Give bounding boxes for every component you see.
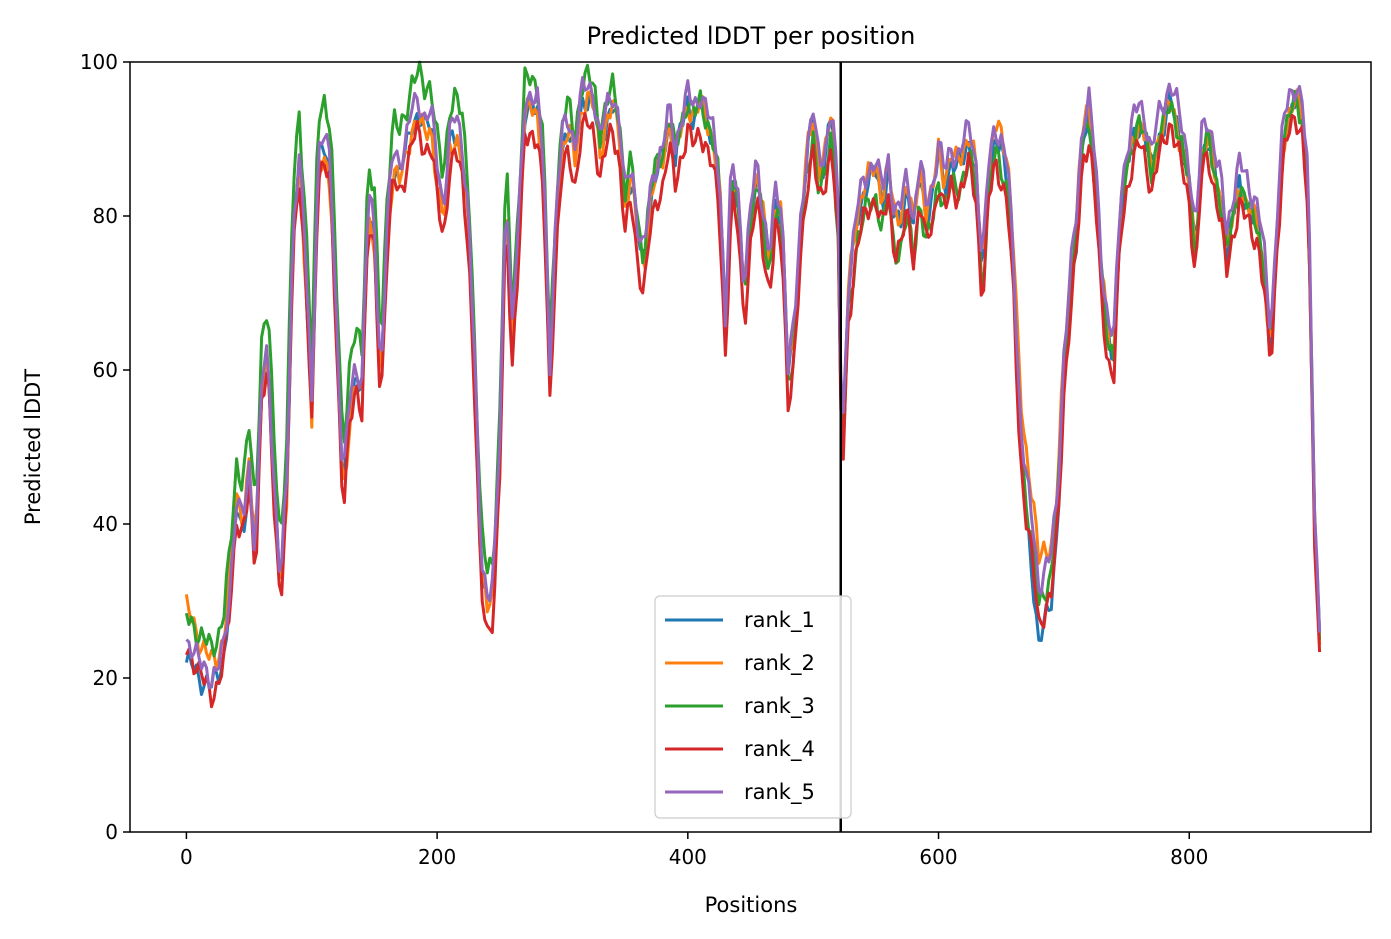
x-tick-label: 600 (919, 845, 957, 869)
x-axis: 0 200 400 600 800 (180, 832, 1208, 869)
y-tick-label: 0 (105, 820, 118, 844)
legend: rank_1 rank_2 rank_3 rank_4 rank_5 (654, 595, 852, 819)
x-tick-label: 200 (418, 845, 456, 869)
legend-label-rank_5: rank_5 (744, 780, 815, 805)
y-tick-label: 80 (93, 204, 118, 228)
legend-label-rank_2: rank_2 (744, 651, 815, 676)
x-axis-label: Positions (705, 893, 798, 917)
legend-label-rank_1: rank_1 (744, 608, 815, 633)
legend-label-rank_4: rank_4 (744, 737, 815, 762)
y-tick-label: 40 (93, 512, 118, 536)
x-tick-label: 0 (180, 845, 193, 869)
legend-label-rank_3: rank_3 (744, 694, 815, 719)
series-line-rank_3 (184, 60, 1322, 658)
series-line-rank_5 (185, 76, 1322, 690)
plot-frame (129, 61, 1372, 833)
series-layer (184, 60, 1322, 709)
legend-box (654, 595, 852, 819)
x-tick-label: 400 (669, 845, 707, 869)
y-tick-label: 100 (80, 50, 118, 74)
y-axis: 0 20 40 60 80 100 (80, 50, 130, 844)
y-tick-label: 60 (93, 358, 118, 382)
x-tick-label: 800 (1170, 845, 1208, 869)
y-axis-label: Predicted lDDT (21, 369, 45, 525)
y-tick-label: 20 (93, 666, 118, 690)
chart-title: Predicted lDDT per position (587, 22, 916, 50)
